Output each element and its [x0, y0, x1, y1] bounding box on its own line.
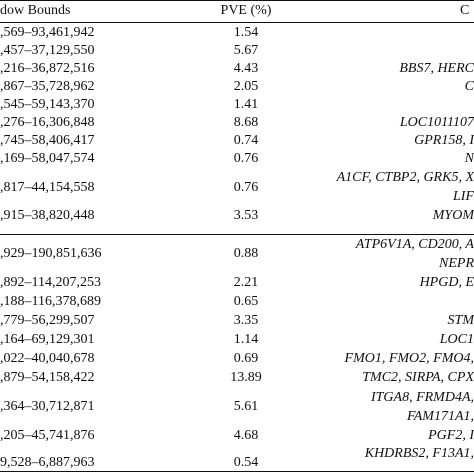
table-row-genes: FMO1, FMO2, FMO4,	[344, 351, 474, 366]
header-window-bounds: dow Bounds	[0, 3, 71, 18]
table-row-bounds: ,545–59,143,370	[0, 97, 95, 112]
table-row-pve: 0.65	[233, 294, 259, 309]
table-row-bounds: ,779–56,299,507	[0, 313, 95, 328]
table-row-bounds: ,817–44,154,558	[0, 180, 95, 195]
table-row-genes-line2: LIF	[453, 189, 474, 204]
table-row-pve: 3.53	[233, 208, 259, 223]
table-row-pve: 13.89	[230, 370, 262, 385]
table-row-genes: LOC1011107	[399, 115, 474, 130]
table-row-genes: MYOM	[432, 208, 474, 223]
table-row-genes: A1CF, CTBP2, GRK5, X	[336, 170, 474, 185]
table-row-genes: KHDRBS2, F13A1,	[364, 446, 474, 461]
table-row-genes: ATP6V1A, CD200, A	[355, 237, 474, 252]
table-row-bounds: ,745–58,406,417	[0, 133, 95, 148]
header-pve: PVE (%)	[220, 3, 272, 18]
table-row-pve: 0.69	[233, 351, 259, 366]
table-row-genes: TMC2, SIRPA, CPX	[362, 370, 474, 385]
table-row-pve: 4.43	[233, 61, 259, 76]
table-row-bounds: ,915–38,820,448	[0, 208, 95, 223]
table-row-bounds: ,364–30,712,871	[0, 399, 95, 414]
table-row-pve: 1.41	[233, 97, 259, 112]
table-row-pve: 2.21	[233, 275, 259, 290]
table-row-pve: 2.05	[233, 79, 259, 94]
table-row-bounds: ,205–45,741,876	[0, 428, 95, 443]
table-row-bounds: ,276–16,306,848	[0, 115, 95, 130]
table-row-genes: PGF2, I	[428, 428, 474, 443]
table-row-genes: GPR158, I	[414, 133, 474, 148]
table-row-bounds: ,169–58,047,574	[0, 151, 95, 166]
table-row-bounds: ,879–54,158,422	[0, 370, 95, 385]
table-row-bounds: ,569–93,461,942	[0, 25, 95, 40]
table-row-pve: 4.68	[233, 428, 259, 443]
table-row-bounds: ,892–114,207,253	[0, 275, 101, 290]
table-row-bounds: ,867–35,728,962	[0, 79, 95, 94]
table-row-pve: 0.76	[233, 180, 259, 195]
table-row-genes-line2: FAM171A1,	[406, 409, 474, 424]
table-row-pve: 0.76	[233, 151, 259, 166]
table-row-pve: 5.61	[233, 399, 259, 414]
table-row-bounds: 9,528–6,887,963	[0, 455, 95, 470]
table-row-pve: 3.35	[233, 313, 259, 328]
top-rule	[0, 0, 474, 1]
table-row-pve: 0.88	[233, 246, 259, 261]
table-row-bounds: ,216–36,872,516	[0, 61, 95, 76]
table-row-pve: 8.68	[233, 115, 259, 130]
table-row-genes: ITGA8, FRMD4A,	[370, 390, 474, 405]
table-row-pve: 5.67	[233, 43, 259, 58]
table-row-pve: 1.54	[233, 25, 259, 40]
table-row-genes-line2: NEPR	[439, 256, 474, 271]
table-row-bounds: ,929–190,851,636	[0, 246, 102, 261]
table-row-bounds: ,164–69,129,301	[0, 332, 95, 347]
table-row-genes: STM	[447, 313, 474, 328]
bottom-rule	[0, 471, 474, 472]
table-row-pve: 1.14	[233, 332, 259, 347]
table-row-genes: LOC1	[439, 332, 474, 347]
table-row-genes: BBS7, HERC	[399, 61, 474, 76]
table-row-genes: C	[464, 79, 474, 94]
group-divider	[0, 234, 474, 235]
table-row-bounds: ,022–40,040,678	[0, 351, 95, 366]
table-row-bounds: ,457–37,129,550	[0, 43, 95, 58]
table-row-genes: HPGD, E	[419, 275, 474, 290]
header-rule	[0, 22, 474, 23]
table-row-bounds: ,188–116,378,689	[0, 294, 101, 309]
table-row-pve: 0.74	[233, 133, 259, 148]
table-row-pve: 0.54	[233, 455, 259, 470]
table-row-genes: N	[464, 151, 474, 166]
header-genes: C	[460, 3, 470, 18]
